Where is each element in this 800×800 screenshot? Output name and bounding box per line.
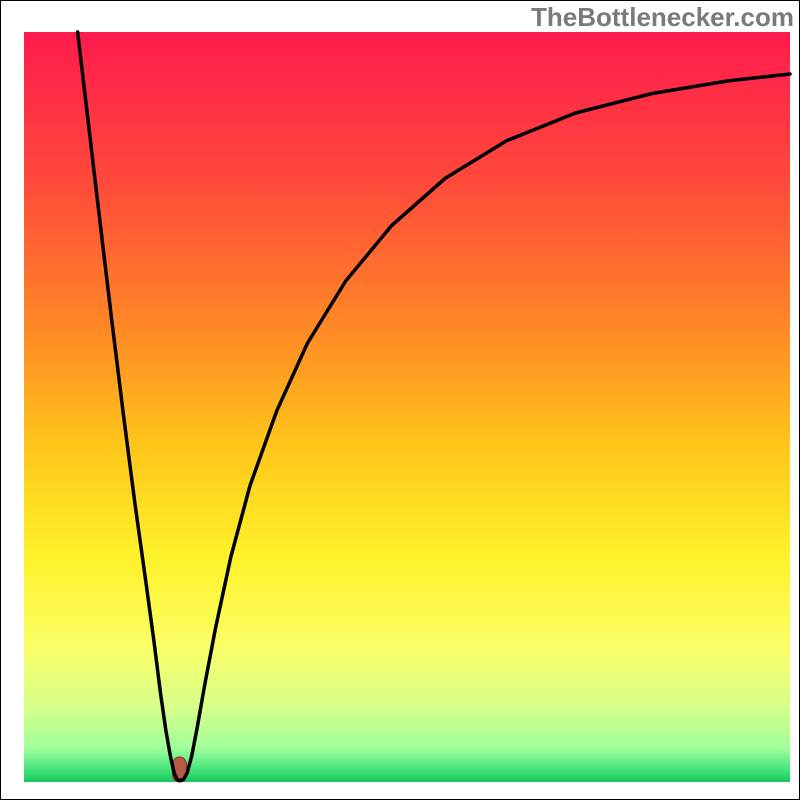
- chart-stage: TheBottlenecker.com: [0, 0, 800, 800]
- plot-gradient-background: [24, 32, 790, 782]
- bottleneck-chart: [0, 0, 800, 800]
